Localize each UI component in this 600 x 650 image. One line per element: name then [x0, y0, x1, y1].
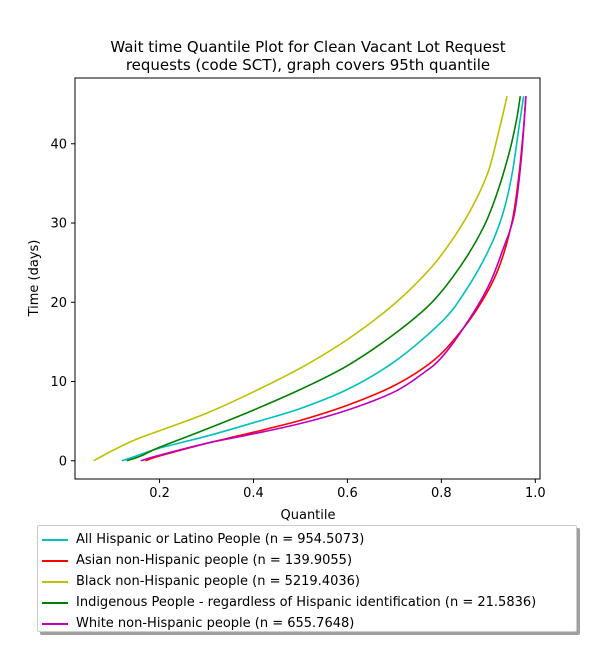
- legend-entry-white: White non-Hispanic people (n = 655.7648): [38, 613, 576, 634]
- legend-swatch-black: [42, 580, 68, 583]
- legend-label-hispanic: All Hispanic or Latino People (n = 954.5…: [76, 532, 365, 547]
- series-line-2: [93, 96, 508, 462]
- x-tick-label: 0.6: [337, 486, 358, 501]
- y-tick-label: 40: [50, 137, 67, 152]
- series-line-0: [121, 96, 525, 462]
- y-tick-label: 0: [59, 454, 67, 469]
- y-axis-label: Time (days): [27, 240, 42, 318]
- legend-swatch-indigenous: [42, 601, 68, 604]
- series-line-1: [145, 96, 527, 462]
- legend-entry-indigenous: Indigenous People - regardless of Hispan…: [38, 592, 576, 613]
- legend-label-black: Black non-Hispanic people (n = 5219.4036…: [76, 574, 360, 589]
- legend-label-asian: Asian non-Hispanic people (n = 139.9055): [76, 553, 353, 568]
- plot-area-frame: [74, 77, 541, 480]
- x-tick-label: 0.2: [149, 486, 170, 501]
- chart-legend: All Hispanic or Latino People (n = 954.5…: [37, 525, 577, 632]
- x-axis-ticks: 0.2 0.4 0.6 0.8 1.0: [149, 479, 546, 501]
- series-line-3: [126, 96, 522, 462]
- legend-entry-black: Black non-Hispanic people (n = 5219.4036…: [38, 571, 576, 592]
- series-layer: [93, 96, 527, 462]
- legend-swatch-white: [42, 622, 68, 625]
- legend-swatch-asian: [42, 559, 68, 562]
- legend-entry-hispanic: All Hispanic or Latino People (n = 954.5…: [38, 529, 576, 550]
- legend-label-white: White non-Hispanic people (n = 655.7648): [76, 616, 355, 631]
- series-line-4: [140, 96, 527, 462]
- legend-label-indigenous: Indigenous People - regardless of Hispan…: [76, 595, 537, 610]
- x-tick-label: 0.4: [243, 486, 264, 501]
- x-axis-label: Quantile: [281, 508, 336, 523]
- legend-entry-asian: Asian non-Hispanic people (n = 139.9055): [38, 550, 576, 571]
- y-tick-label: 20: [50, 296, 67, 311]
- x-tick-label: 0.8: [431, 486, 452, 501]
- legend-swatch-hispanic: [42, 538, 68, 541]
- x-tick-label: 1.0: [525, 486, 546, 501]
- y-tick-label: 10: [50, 375, 67, 390]
- y-tick-label: 30: [50, 217, 67, 232]
- chart-title-line-1: Wait time Quantile Plot for Clean Vacant…: [110, 38, 505, 56]
- y-axis-ticks: 0 10 20 30 40: [50, 137, 75, 469]
- chart-title-line-2: requests (code SCT), graph covers 95th q…: [126, 56, 490, 74]
